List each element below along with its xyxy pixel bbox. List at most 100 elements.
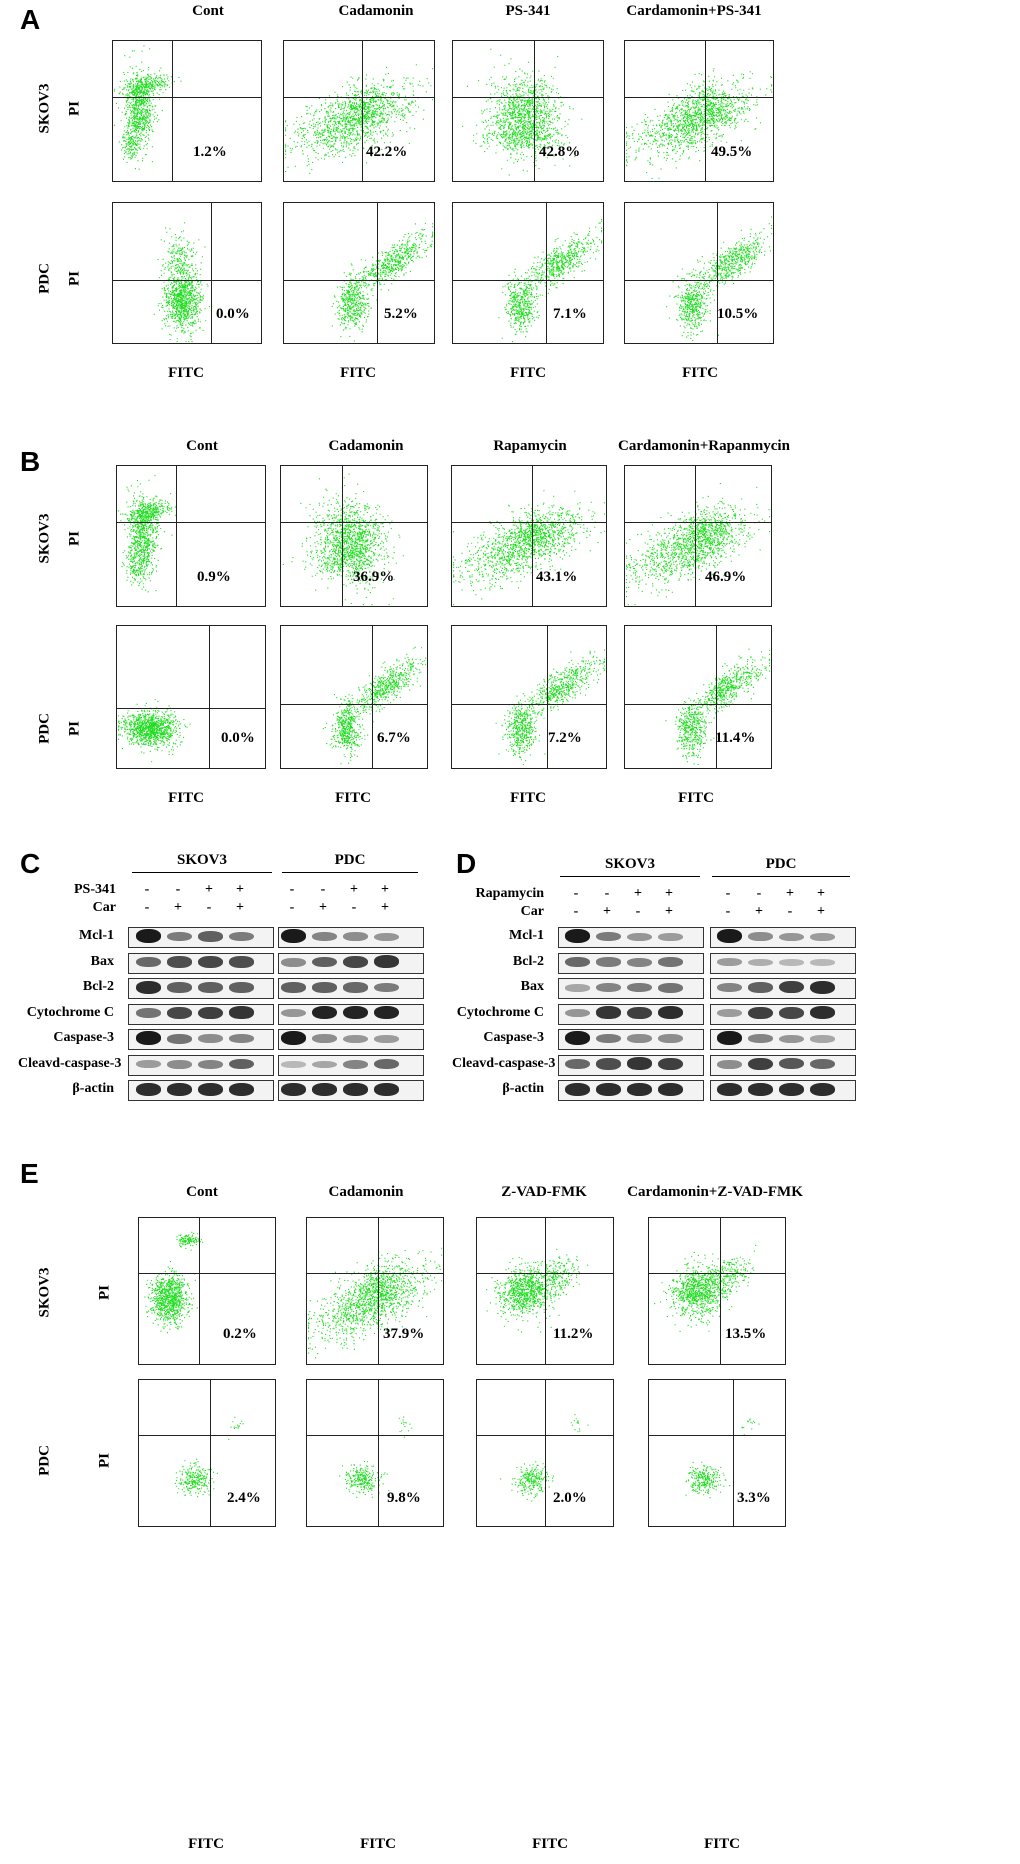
treatment-sign: +	[786, 886, 794, 901]
panel-e-row1-cell: SKOV3	[36, 1267, 53, 1318]
blot-strip	[710, 927, 856, 948]
blot-strip	[278, 1029, 424, 1050]
band	[135, 956, 161, 968]
quadrant-line-vertical	[208, 626, 210, 768]
x-axis-label: FITC	[188, 1836, 224, 1852]
quadrant-line-vertical	[209, 1380, 211, 1526]
blot-strip	[128, 927, 274, 948]
group-underline	[560, 876, 700, 877]
panel-a-row1-axis: PI	[66, 101, 83, 116]
treatment-sign: +	[665, 886, 673, 901]
quadrant-line-vertical	[719, 1218, 721, 1364]
treatment-sign: -	[573, 904, 579, 919]
treatment-sign: -	[756, 886, 762, 901]
band	[595, 1082, 621, 1096]
protein-label: Cleavd-caspase-3	[452, 1055, 556, 1071]
band	[373, 1082, 399, 1096]
protein-label: β-actin	[72, 1081, 114, 1096]
band	[166, 982, 192, 993]
band	[311, 932, 337, 942]
treatment-sign: +	[381, 900, 389, 915]
protein-label: Mcl-1	[79, 928, 114, 943]
band	[228, 1058, 254, 1070]
band	[716, 1082, 742, 1096]
quadrant-line-vertical	[534, 41, 535, 181]
band	[135, 1082, 161, 1096]
protein-label: Caspase-3	[53, 1030, 114, 1045]
band	[626, 1034, 652, 1044]
percent-label: 9.8%	[387, 1490, 421, 1506]
treatment-sign: +	[205, 882, 213, 897]
band	[564, 956, 590, 968]
band	[280, 1061, 306, 1068]
quadrant-line-horizontal	[477, 1435, 613, 1437]
percent-label: 0.2%	[223, 1326, 257, 1342]
flow-plot: 42.8%	[452, 40, 604, 182]
band	[135, 1031, 161, 1045]
percent-label: 10.5%	[717, 306, 759, 322]
band	[809, 1082, 835, 1096]
band	[197, 1082, 223, 1096]
x-axis-label: FITC	[168, 790, 204, 806]
treatment-sign: +	[381, 882, 389, 897]
group-underline	[282, 872, 418, 873]
band	[373, 1034, 399, 1043]
band	[197, 1034, 223, 1044]
band	[747, 1082, 773, 1096]
flow-plot: 0.0%	[112, 202, 262, 344]
panel-b-row1-axis: PI	[66, 531, 83, 546]
panel-a-col-3: PS-341	[505, 3, 551, 19]
dots	[118, 699, 191, 763]
band	[809, 980, 835, 994]
dot-cloud	[626, 483, 771, 606]
panel-e-row2-axis: PI	[96, 1453, 113, 1468]
x-axis-label: FITC	[678, 790, 714, 806]
percent-label: 2.4%	[227, 1490, 261, 1506]
blot-strip	[710, 1003, 856, 1025]
blot-strip	[710, 1054, 856, 1076]
blot-strip	[128, 1029, 274, 1050]
dot-cloud	[495, 649, 606, 766]
dot-cloud	[285, 64, 434, 174]
percent-label: 46.9%	[705, 569, 747, 585]
quadrant-line-horizontal	[625, 704, 771, 706]
quadrant-line-horizontal	[281, 522, 427, 523]
band	[197, 982, 223, 993]
band	[280, 1082, 306, 1096]
flow-plot: 0.9%	[116, 465, 266, 607]
percent-label: 11.2%	[553, 1326, 594, 1342]
band	[280, 1031, 306, 1045]
percent-label: 3.3%	[737, 1490, 771, 1506]
blot-strip	[278, 927, 424, 948]
panel-a-col-2: Cadamonin	[338, 3, 414, 19]
quadrant-line-vertical	[198, 1218, 200, 1364]
percent-label: 0.0%	[221, 730, 255, 746]
quadrant-line-vertical	[371, 626, 373, 768]
band	[228, 1006, 254, 1020]
flow-plot: 3.3%	[648, 1379, 786, 1527]
treatment-sign: -	[206, 900, 212, 915]
dots	[174, 1416, 244, 1498]
quadrant-line-horizontal	[625, 522, 771, 523]
protein-label: Bcl-2	[82, 979, 114, 994]
band	[716, 958, 742, 967]
blot-strip	[558, 1080, 704, 1101]
quadrant-line-horizontal	[649, 1273, 785, 1275]
percent-label: 42.2%	[366, 144, 408, 160]
flow-plot: 10.5%	[624, 202, 774, 344]
band	[280, 929, 306, 943]
band	[280, 957, 306, 967]
dots	[626, 68, 773, 179]
blot-strip	[278, 978, 424, 999]
dots	[339, 1416, 413, 1498]
blot-strip	[558, 978, 704, 999]
quadrant-line-vertical	[377, 1380, 379, 1526]
blot-strip	[710, 952, 856, 974]
protein-label: β-actin	[502, 1081, 544, 1096]
treatment-sign: -	[175, 882, 181, 897]
blot-strip	[558, 927, 704, 948]
band	[373, 955, 399, 969]
dot-cloud	[174, 1416, 244, 1498]
band	[809, 932, 835, 941]
flow-plot: 37.9%	[306, 1217, 444, 1365]
